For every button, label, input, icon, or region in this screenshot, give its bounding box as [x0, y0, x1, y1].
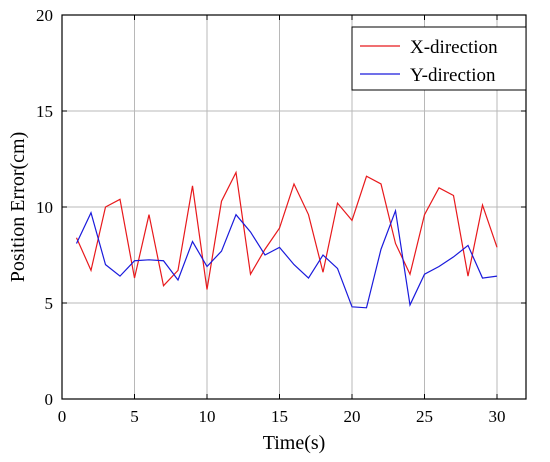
- x-tick-label: 20: [344, 407, 361, 426]
- x-tick-label: 5: [130, 407, 139, 426]
- series-line-y-direction: [75, 208, 498, 309]
- axis-ticks: 0 5 10 15 20 25 30 0 5 10 15 20: [36, 6, 526, 426]
- y-tick-label: 5: [45, 294, 54, 313]
- y-tick-label: 20: [36, 6, 53, 25]
- x-tick-label: 25: [416, 407, 433, 426]
- legend-label-y-direction: Y-direction: [410, 65, 496, 86]
- x-tick-label: 0: [58, 407, 67, 426]
- y-tick-label: 10: [36, 198, 53, 217]
- series-line-x-direction: [75, 170, 498, 290]
- legend-label-x-direction: X-direction: [410, 37, 498, 58]
- y-axis-label: Position Error(cm): [7, 132, 29, 283]
- legend-box: [351, 26, 527, 91]
- legend: X-direction Y-direction: [351, 26, 527, 91]
- y-tick-label: 0: [45, 390, 54, 409]
- x-axis-label: Time(s): [263, 432, 326, 454]
- y-tick-label: 15: [36, 102, 53, 121]
- x-tick-label: 30: [489, 407, 506, 426]
- series-lines: [75, 170, 498, 309]
- x-tick-label: 10: [199, 407, 216, 426]
- x-tick-label: 15: [271, 407, 288, 426]
